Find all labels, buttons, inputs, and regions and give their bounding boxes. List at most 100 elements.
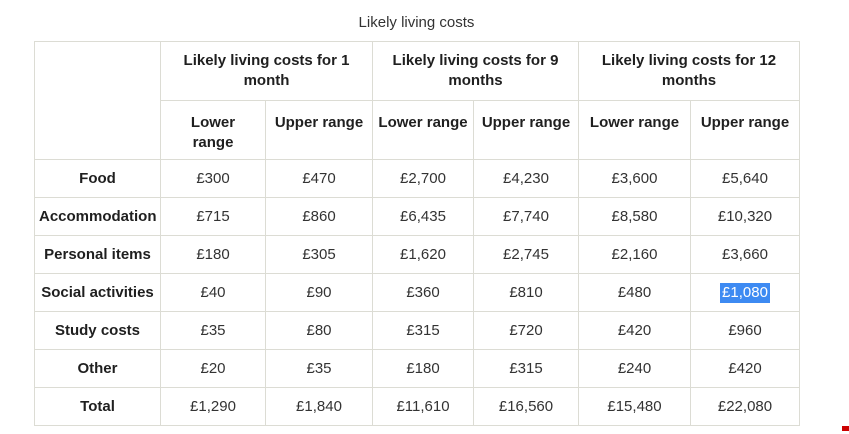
cost-value: £720	[509, 321, 543, 339]
cost-value: £90	[306, 283, 332, 301]
cost-cell: £22,080	[690, 387, 800, 426]
cost-value: £300	[196, 169, 230, 187]
cost-value: £960	[728, 321, 762, 339]
cost-value: £2,700	[400, 169, 446, 187]
cost-value: £5,640	[722, 169, 768, 187]
cost-cell: £20	[160, 349, 266, 388]
cost-value: £16,560	[498, 397, 554, 415]
cost-cell: £10,320	[690, 197, 800, 236]
corner-cell	[34, 41, 161, 160]
page-title: Likely living costs	[358, 14, 475, 31]
table-body: Food £300 £470 £2,700 £4,230 £3,600 £5,640 Acco…	[34, 159, 800, 426]
living-costs-table: Likely living costs for 1 month Likely l…	[34, 41, 800, 426]
cost-value: £180	[196, 245, 230, 263]
cost-cell: £1,080	[690, 273, 800, 312]
cost-cell: £8,580	[578, 197, 691, 236]
table-header: Likely living costs for 1 month Likely l…	[34, 41, 800, 160]
cost-cell: £420	[690, 349, 800, 388]
sub-header-lower-range-9m: Lower range	[372, 100, 474, 160]
cost-cell: £6,435	[372, 197, 474, 236]
cost-value: £315	[509, 359, 543, 377]
cost-cell: £315	[473, 349, 579, 388]
cost-value: £40	[200, 283, 226, 301]
cost-cell: £180	[372, 349, 474, 388]
row-label-personal-items: Personal items	[34, 235, 161, 274]
cost-cell: £3,600	[578, 159, 691, 198]
table-row: Other £20 £35 £180 £315 £240 £420	[34, 349, 800, 388]
table-row: Total £1,290 £1,840 £11,610 £16,560 £15,480 £2…	[34, 387, 800, 426]
cost-value: £420	[728, 359, 762, 377]
cost-value: £2,160	[611, 245, 658, 263]
cost-value: £180	[406, 359, 440, 377]
cost-value: £1,620	[400, 245, 446, 263]
screenshot-artifact	[842, 426, 849, 431]
cost-cell: £420	[578, 311, 691, 350]
cost-cell: £1,840	[265, 387, 373, 426]
cost-value: £1,290	[190, 397, 236, 415]
cost-value: £35	[306, 359, 332, 377]
group-header-row: Likely living costs for 1 month Likely l…	[34, 41, 800, 160]
row-label-food: Food	[34, 159, 161, 198]
table-row: Accommodation £715 £860 £6,435 £7,740 £8,580 £…	[34, 197, 800, 236]
cost-value: £360	[406, 283, 440, 301]
cost-cell: £80	[265, 311, 373, 350]
group-header-12-months: Likely living costs for 12 months	[578, 41, 800, 101]
cost-cell: £16,560	[473, 387, 579, 426]
cost-value: £240	[617, 359, 652, 377]
row-label-other: Other	[34, 349, 161, 388]
sub-header-upper-range-12m: Upper range	[690, 100, 800, 160]
row-label-social-activities: Social activities	[34, 273, 161, 312]
cost-value: £80	[306, 321, 332, 339]
row-label-accommodation: Accommodation	[34, 197, 161, 236]
row-label-study-costs: Study costs	[34, 311, 161, 350]
cost-cell: £240	[578, 349, 691, 388]
cost-cell: £470	[265, 159, 373, 198]
sub-header-row: Lower range Upper range Lower range Uppe…	[35, 100, 800, 160]
cost-cell: £810	[473, 273, 579, 312]
cost-cell: £5,640	[690, 159, 800, 198]
cost-value: £15,480	[607, 397, 662, 415]
table-row: Study costs £35 £80 £315 £720 £420 £960	[34, 311, 800, 350]
cost-value: £420	[617, 321, 652, 339]
cost-value: £315	[406, 321, 440, 339]
cost-cell: £720	[473, 311, 579, 350]
row-label-total: Total	[34, 387, 161, 426]
cost-cell: £40	[160, 273, 266, 312]
cost-value: £11,610	[396, 397, 450, 415]
group-header-1-month: Likely living costs for 1 month	[160, 41, 373, 101]
table-row: Food £300 £470 £2,700 £4,230 £3,600 £5,640	[34, 159, 800, 198]
cost-value: £860	[302, 207, 336, 225]
cost-value: £2,745	[503, 245, 549, 263]
cost-cell: £35	[265, 349, 373, 388]
cost-value: £810	[509, 283, 543, 301]
cost-cell: £715	[160, 197, 266, 236]
cost-value: £35	[200, 321, 226, 339]
cost-cell: £480	[578, 273, 691, 312]
table-row: Social activities £40 £90 £360 £810 £480 £1,08…	[34, 273, 800, 312]
cost-cell: £90	[265, 273, 373, 312]
sub-header-lower-range-12m: Lower range	[578, 100, 691, 160]
cost-cell: £2,700	[372, 159, 474, 198]
cost-cell: £180	[160, 235, 266, 274]
table-row: Personal items £180 £305 £1,620 £2,745 £2,160…	[34, 235, 800, 274]
cost-value: £480	[617, 283, 652, 301]
cost-cell: £315	[372, 311, 474, 350]
sub-header-lower-range-1m: Lower range	[160, 100, 266, 160]
cost-cell: £4,230	[473, 159, 579, 198]
cost-value: £1,840	[296, 397, 342, 415]
cost-cell: £3,660	[690, 235, 800, 274]
cost-cell: £7,740	[473, 197, 579, 236]
cost-value: £4,230	[503, 169, 549, 187]
cost-value: £715	[196, 207, 230, 225]
cost-value: £7,740	[503, 207, 549, 225]
cost-cell: £1,620	[372, 235, 474, 274]
cost-cell: £960	[690, 311, 800, 350]
cost-value: £3,660	[722, 245, 768, 263]
cost-value: £3,600	[611, 169, 658, 187]
cost-cell: £1,290	[160, 387, 266, 426]
cost-cell: £2,160	[578, 235, 691, 274]
group-header-9-months: Likely living costs for 9 months	[372, 41, 579, 101]
cost-cell: £11,610	[372, 387, 474, 426]
selected-cost-value: £1,080	[720, 282, 770, 303]
